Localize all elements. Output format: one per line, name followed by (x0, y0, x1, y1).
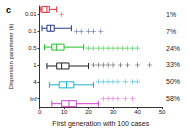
svg-text:33%: 33% (166, 61, 180, 68)
svg-text:40: 40 (134, 109, 141, 115)
svg-text:50: 50 (159, 109, 166, 115)
svg-text:1: 1 (33, 62, 37, 68)
svg-text:c: c (6, 5, 11, 15)
svg-text:0.5: 0.5 (28, 45, 37, 51)
svg-text:24%: 24% (166, 45, 180, 52)
svg-text:0.01: 0.01 (25, 11, 37, 17)
svg-text:50%: 50% (166, 78, 180, 85)
svg-text:10: 10 (61, 109, 68, 115)
svg-text:First generation with 100 case: First generation with 100 cases (52, 120, 149, 128)
svg-text:0: 0 (38, 109, 42, 115)
svg-text:20: 20 (85, 109, 92, 115)
svg-text:Dispersion parameter (k): Dispersion parameter (k) (8, 24, 14, 90)
svg-text:4: 4 (33, 79, 37, 85)
svg-text:Inf: Inf (30, 96, 37, 102)
svg-text:7%: 7% (166, 28, 176, 35)
svg-text:1%: 1% (166, 11, 176, 18)
svg-text:0.1: 0.1 (28, 28, 37, 34)
svg-text:58%: 58% (166, 95, 180, 102)
svg-text:30: 30 (110, 109, 117, 115)
